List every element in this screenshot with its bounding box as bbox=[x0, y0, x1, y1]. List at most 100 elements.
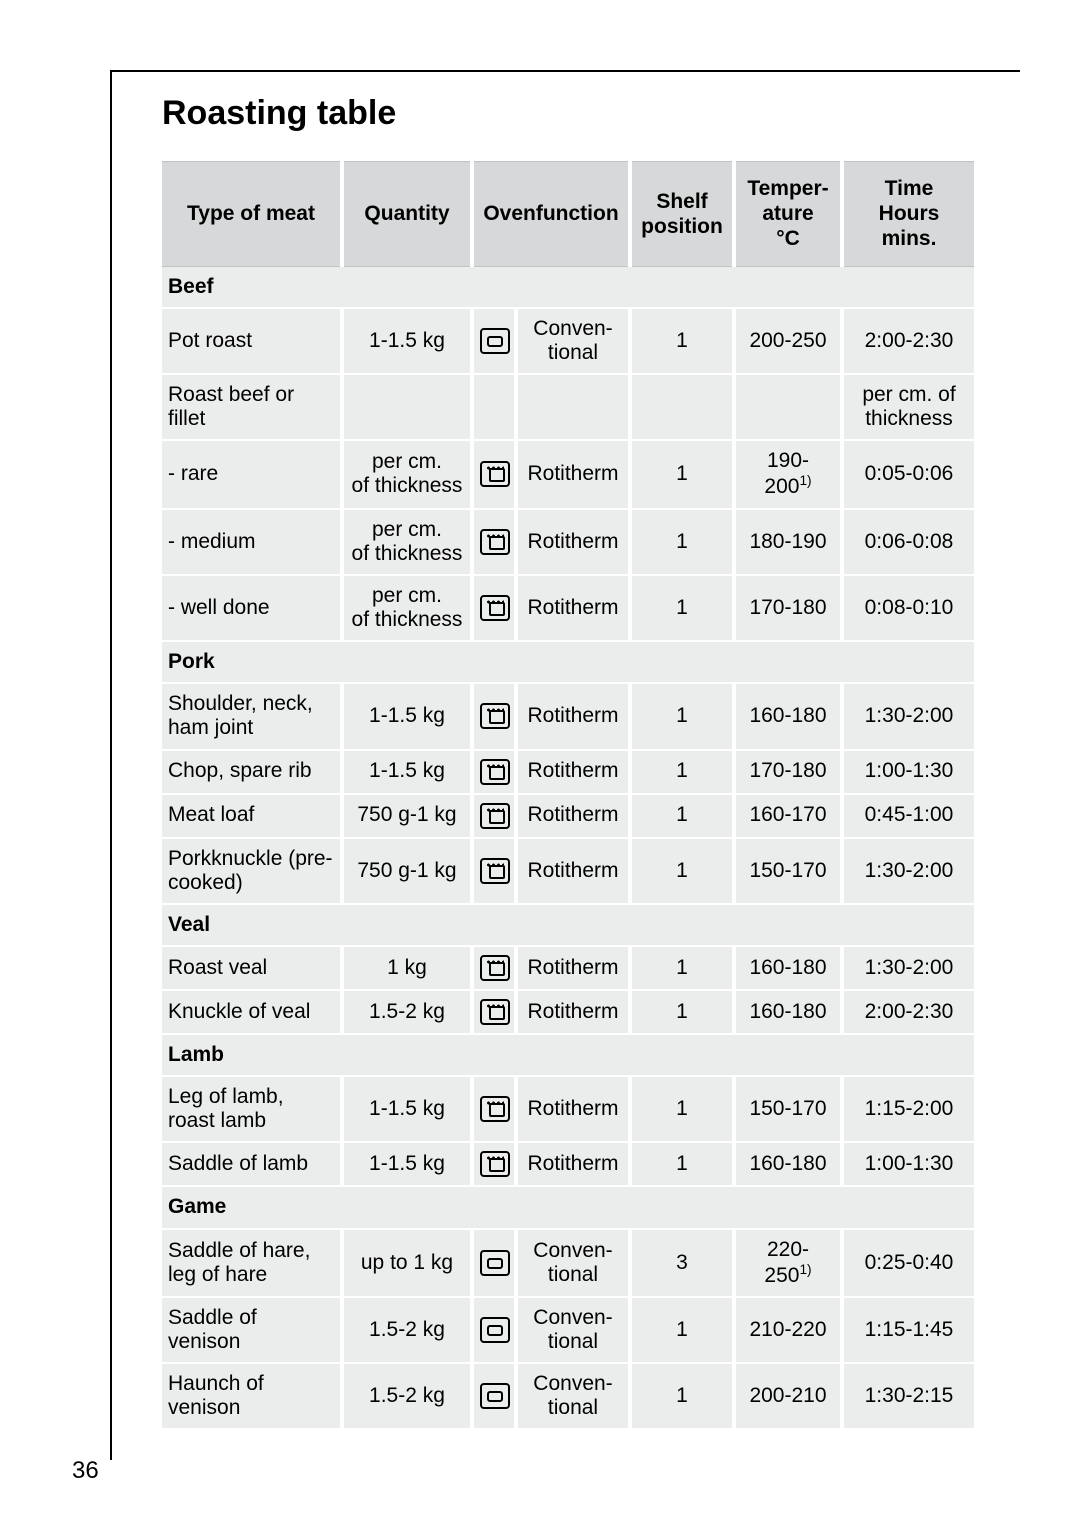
cell-ovenfunction-icon bbox=[472, 794, 516, 838]
header-quantity: Quantity bbox=[342, 162, 472, 267]
table-row: Chop, spare rib1-1.5 kgRotitherm1170-180… bbox=[162, 750, 974, 794]
cell-ovenfunction: Rotitherm bbox=[516, 946, 630, 990]
cell-meat: - well done bbox=[162, 575, 342, 641]
section-name: Pork bbox=[162, 641, 974, 683]
section-row: Pork bbox=[162, 641, 974, 683]
conventional-icon bbox=[480, 1383, 510, 1409]
cell-time: 0:25-0:40 bbox=[842, 1229, 974, 1297]
page-number: 36 bbox=[72, 1457, 99, 1485]
cell-shelf: 1 bbox=[630, 509, 734, 575]
cell-temperature: 200-250 bbox=[734, 308, 842, 374]
cell-temperature: 150-170 bbox=[734, 1076, 842, 1142]
cell-temperature: 200-210 bbox=[734, 1363, 842, 1429]
cell-time: 1:30-2:00 bbox=[842, 946, 974, 990]
table-row: Saddle of hare, leg of hareup to 1 kgCon… bbox=[162, 1229, 974, 1297]
section-name: Beef bbox=[162, 266, 974, 308]
cell-temperature: 160-180 bbox=[734, 683, 842, 749]
cell-ovenfunction-icon bbox=[472, 1076, 516, 1142]
cell-meat: Pot roast bbox=[162, 308, 342, 374]
cell-time: 2:00-2:30 bbox=[842, 990, 974, 1034]
cell-shelf bbox=[630, 374, 734, 440]
cell-ovenfunction: Rotitherm bbox=[516, 990, 630, 1034]
cell-time: 1:30-2:00 bbox=[842, 838, 974, 904]
cell-ovenfunction-icon bbox=[472, 683, 516, 749]
content-frame: Roasting table Type of meat Quantity Ove… bbox=[110, 70, 1020, 1460]
cell-ovenfunction-icon bbox=[472, 509, 516, 575]
cell-quantity: per cm.of thickness bbox=[342, 509, 472, 575]
rotitherm-icon bbox=[480, 529, 510, 555]
cell-temperature: 160-180 bbox=[734, 946, 842, 990]
table-header: Type of meat Quantity Ovenfunction Shelf… bbox=[162, 162, 974, 267]
cell-time: 1:30-2:00 bbox=[842, 683, 974, 749]
rotitherm-icon bbox=[480, 858, 510, 884]
cell-quantity bbox=[342, 374, 472, 440]
cell-meat: Haunch of venison bbox=[162, 1363, 342, 1429]
cell-time: 0:45-1:00 bbox=[842, 794, 974, 838]
cell-quantity: per cm.of thickness bbox=[342, 440, 472, 508]
cell-shelf: 1 bbox=[630, 794, 734, 838]
cell-ovenfunction-icon bbox=[472, 990, 516, 1034]
cell-ovenfunction-icon bbox=[472, 1363, 516, 1429]
cell-meat: Roast beef or fillet bbox=[162, 374, 342, 440]
header-temperature: Temper-ature°C bbox=[734, 162, 842, 267]
section-name: Game bbox=[162, 1186, 974, 1228]
section-row: Veal bbox=[162, 904, 974, 946]
conventional-icon bbox=[480, 1250, 510, 1276]
section-name: Lamb bbox=[162, 1034, 974, 1076]
cell-quantity: 1.5-2 kg bbox=[342, 1363, 472, 1429]
cell-meat: Leg of lamb, roast lamb bbox=[162, 1076, 342, 1142]
cell-ovenfunction-icon bbox=[472, 1297, 516, 1363]
cell-ovenfunction bbox=[516, 374, 630, 440]
section-row: Beef bbox=[162, 266, 974, 308]
section-row: Lamb bbox=[162, 1034, 974, 1076]
header-shelf: Shelf position bbox=[630, 162, 734, 267]
cell-meat: Saddle of venison bbox=[162, 1297, 342, 1363]
table-row: Knuckle of veal1.5-2 kgRotitherm1160-180… bbox=[162, 990, 974, 1034]
table-row: Haunch of venison1.5-2 kg Conven-tional12… bbox=[162, 1363, 974, 1429]
cell-shelf: 1 bbox=[630, 308, 734, 374]
cell-quantity: 1-1.5 kg bbox=[342, 1076, 472, 1142]
cell-quantity: 1 kg bbox=[342, 946, 472, 990]
cell-ovenfunction-icon bbox=[472, 1229, 516, 1297]
cell-meat: Chop, spare rib bbox=[162, 750, 342, 794]
cell-shelf: 1 bbox=[630, 440, 734, 508]
cell-temperature: 160-170 bbox=[734, 794, 842, 838]
table-row: - rareper cm.of thicknessRotitherm1190-2… bbox=[162, 440, 974, 508]
cell-quantity: 1-1.5 kg bbox=[342, 1142, 472, 1186]
section-name: Veal bbox=[162, 904, 974, 946]
cell-shelf: 1 bbox=[630, 575, 734, 641]
cell-ovenfunction: Rotitherm bbox=[516, 575, 630, 641]
rotitherm-icon bbox=[480, 999, 510, 1025]
rotitherm-icon bbox=[480, 759, 510, 785]
cell-ovenfunction-icon bbox=[472, 946, 516, 990]
cell-quantity: up to 1 kg bbox=[342, 1229, 472, 1297]
header-ovenfunction: Ovenfunction bbox=[472, 162, 630, 267]
rotitherm-icon bbox=[480, 955, 510, 981]
rotitherm-icon bbox=[480, 803, 510, 829]
table-row: Saddle of lamb1-1.5 kgRotitherm1160-1801… bbox=[162, 1142, 974, 1186]
cell-ovenfunction: Rotitherm bbox=[516, 750, 630, 794]
rotitherm-icon bbox=[480, 703, 510, 729]
cell-ovenfunction-icon bbox=[472, 308, 516, 374]
conventional-icon bbox=[480, 1317, 510, 1343]
cell-quantity: 1-1.5 kg bbox=[342, 750, 472, 794]
cell-temperature: 160-180 bbox=[734, 1142, 842, 1186]
cell-temperature: 170-180 bbox=[734, 750, 842, 794]
table-row: - well doneper cm.of thicknessRotitherm1… bbox=[162, 575, 974, 641]
rotitherm-icon bbox=[480, 1151, 510, 1177]
cell-time: 1:00-1:30 bbox=[842, 1142, 974, 1186]
cell-ovenfunction: Conven-tional bbox=[516, 1297, 630, 1363]
cell-shelf: 1 bbox=[630, 1363, 734, 1429]
cell-time: 2:00-2:30 bbox=[842, 308, 974, 374]
cell-time: 1:15-1:45 bbox=[842, 1297, 974, 1363]
roasting-table: Type of meat Quantity Ovenfunction Shelf… bbox=[162, 161, 974, 1430]
table-row: Leg of lamb, roast lamb1-1.5 kgRotitherm… bbox=[162, 1076, 974, 1142]
cell-time: 0:06-0:08 bbox=[842, 509, 974, 575]
cell-ovenfunction-icon bbox=[472, 1142, 516, 1186]
cell-temperature bbox=[734, 374, 842, 440]
cell-ovenfunction-icon bbox=[472, 838, 516, 904]
cell-ovenfunction: Conven-tional bbox=[516, 1363, 630, 1429]
cell-meat: Roast veal bbox=[162, 946, 342, 990]
cell-temperature: 170-180 bbox=[734, 575, 842, 641]
cell-temperature: 220-2501) bbox=[734, 1229, 842, 1297]
